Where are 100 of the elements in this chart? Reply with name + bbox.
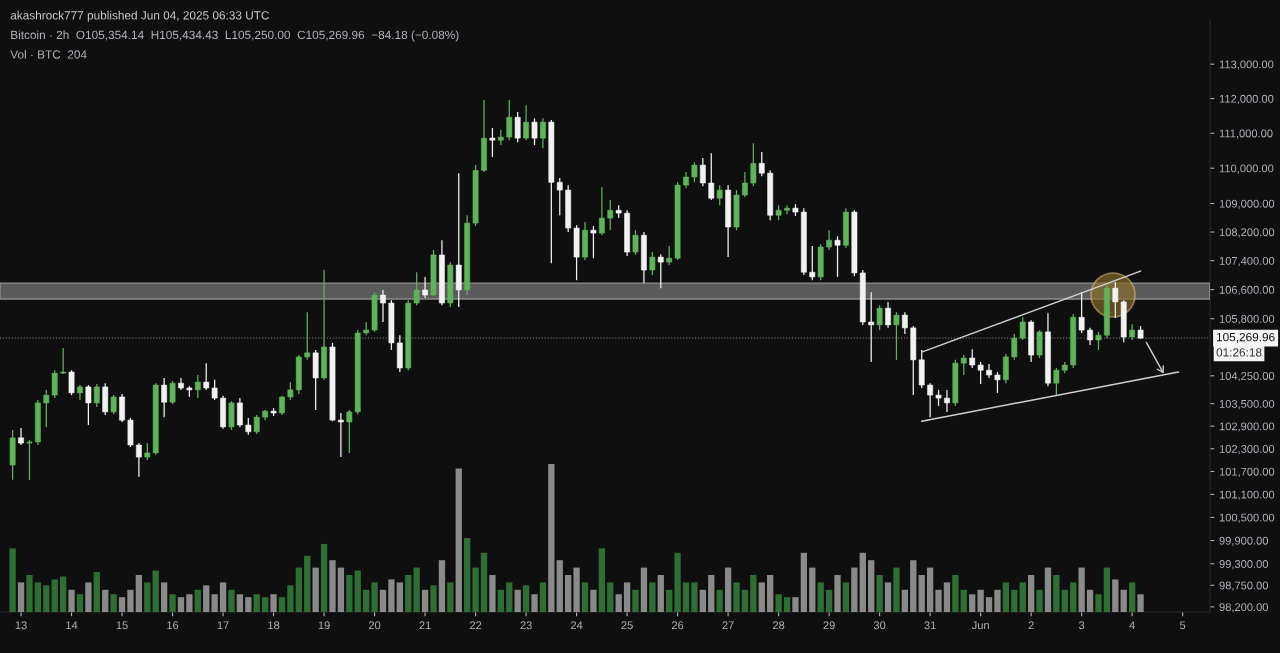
bar	[910, 560, 917, 612]
x-tick-label: 19	[318, 621, 330, 630]
x-tick-label: 25	[621, 621, 633, 630]
bar	[514, 589, 521, 612]
bar	[657, 575, 664, 612]
bar	[497, 589, 504, 612]
candlestick	[211, 379, 218, 401]
bar	[405, 575, 412, 612]
bar	[194, 589, 201, 612]
candlestick	[708, 152, 715, 201]
bar	[716, 589, 723, 612]
bar	[287, 585, 294, 612]
candlestick	[716, 184, 723, 206]
bar	[834, 575, 841, 612]
candlestick	[119, 393, 125, 423]
bar	[1019, 582, 1026, 612]
bar	[1120, 589, 1127, 612]
bar	[851, 567, 858, 612]
bar	[219, 582, 227, 612]
candlestick	[994, 371, 1001, 394]
bar	[539, 582, 547, 612]
candlestick	[26, 439, 33, 481]
bar	[623, 582, 631, 612]
bar	[1044, 567, 1052, 612]
bar	[320, 543, 328, 612]
candlestick	[540, 117, 546, 149]
candlestick	[514, 111, 521, 143]
bar	[741, 589, 749, 612]
x-tick-label: 28	[772, 621, 785, 630]
candlestick	[944, 389, 950, 413]
bar	[825, 589, 833, 612]
bar	[127, 589, 134, 612]
bar	[379, 589, 387, 612]
bar	[421, 589, 429, 612]
candlestick	[194, 374, 201, 399]
bar	[800, 552, 808, 612]
bar	[472, 567, 479, 612]
y-tick-label: 99,900.00	[1219, 536, 1269, 546]
x-tick-label: 15	[116, 621, 128, 630]
bar	[489, 575, 496, 612]
bar	[236, 594, 244, 612]
y-tick-label: 98,750.00	[1219, 581, 1269, 591]
candlestick	[489, 127, 496, 158]
candlestick	[834, 235, 841, 278]
bar	[767, 575, 774, 612]
bar	[135, 575, 143, 612]
bar	[211, 594, 218, 612]
y-tick-label: 113,000.00	[1219, 60, 1274, 70]
candlestick	[338, 412, 344, 458]
bar	[994, 589, 1001, 612]
bar	[76, 594, 84, 612]
bar	[363, 589, 370, 612]
bar	[893, 567, 900, 612]
bar	[531, 594, 538, 612]
candlestick	[927, 382, 934, 418]
bar	[430, 585, 437, 612]
bar	[565, 575, 572, 612]
bar	[809, 567, 816, 612]
bar	[1061, 589, 1068, 612]
bar	[1086, 589, 1094, 612]
candlestick	[136, 442, 142, 478]
bar	[598, 548, 605, 612]
bar	[792, 597, 799, 612]
candlestick	[901, 311, 908, 335]
bar	[1070, 582, 1077, 612]
bar	[270, 594, 277, 612]
candlestick	[169, 380, 176, 405]
candlestick	[203, 362, 210, 391]
ref-line-label: 105,269.96	[1216, 332, 1275, 343]
bar	[581, 582, 589, 612]
bar	[396, 582, 403, 612]
bar	[43, 585, 50, 612]
y-tick-label: 107,400.00	[1219, 256, 1275, 267]
bar	[102, 589, 109, 612]
x-tick-label: 3	[1078, 621, 1085, 630]
x-tick-label: 13	[15, 621, 27, 630]
bar	[388, 579, 395, 612]
candlestick	[1002, 353, 1009, 384]
x-tick-label: 4	[1129, 621, 1135, 630]
candlestick	[1095, 331, 1102, 351]
y-tick-label: 102,900.00	[1219, 422, 1275, 432]
candlestick	[809, 245, 816, 281]
bar	[1137, 594, 1144, 612]
candlestick	[93, 383, 100, 408]
bar	[1027, 575, 1035, 612]
y-tick-label: 109,000.00	[1219, 199, 1275, 209]
candlestick	[598, 186, 605, 236]
candlestick	[632, 229, 639, 256]
bar	[312, 567, 319, 612]
y-tick-label: 98,200.00	[1219, 603, 1269, 613]
x-tick-label: 21	[419, 621, 431, 630]
bar	[203, 585, 210, 612]
bar	[1103, 567, 1111, 612]
y-tick-label: 108,200.00	[1219, 228, 1275, 238]
candlestick	[742, 171, 748, 198]
y-tick-label: 99,300.00	[1219, 560, 1269, 570]
y-tick-label: 100,500.00	[1219, 513, 1275, 523]
bar	[522, 585, 530, 612]
bar	[1078, 567, 1085, 612]
bar	[758, 582, 765, 612]
